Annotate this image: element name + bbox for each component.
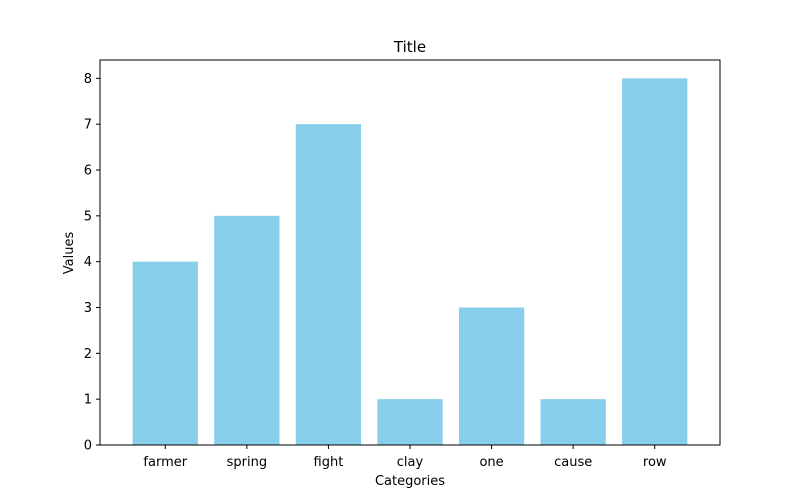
- y-axis-title: Values: [62, 232, 77, 275]
- bar-clay: [377, 399, 443, 445]
- x-tick-label: row: [643, 455, 667, 470]
- bars-layer: [132, 78, 688, 446]
- y-axis-ticks: 0 1 2 3 4 5 6 7 8: [84, 72, 100, 454]
- bar-farmer: [132, 261, 198, 445]
- bar-cause: [540, 399, 606, 445]
- bar-spring: [214, 215, 280, 445]
- x-tick-label: one: [479, 455, 503, 470]
- y-tick-label: 6: [84, 164, 92, 179]
- x-tick-label: clay: [397, 455, 424, 470]
- y-tick-label: 3: [84, 301, 92, 316]
- bar-one: [458, 307, 525, 445]
- y-tick-label: 4: [84, 255, 92, 270]
- y-tick-label: 0: [84, 439, 92, 454]
- x-tick-label: cause: [554, 455, 592, 470]
- chart-title: Title: [393, 38, 426, 56]
- bar-fight: [295, 124, 362, 446]
- x-tick-label: spring: [227, 455, 267, 470]
- y-tick-label: 8: [84, 72, 92, 87]
- x-axis-ticks: farmer spring fight clay one cause row: [143, 445, 667, 470]
- y-tick-label: 7: [84, 118, 92, 133]
- y-tick-label: 2: [84, 347, 92, 362]
- plot-frame: [99, 59, 721, 446]
- bar-row: [622, 78, 688, 445]
- x-axis-title: Categories: [375, 474, 445, 489]
- x-tick-label: farmer: [143, 455, 187, 470]
- x-tick-label: fight: [314, 455, 344, 470]
- y-tick-label: 5: [84, 209, 92, 224]
- y-tick-label: 1: [84, 393, 92, 408]
